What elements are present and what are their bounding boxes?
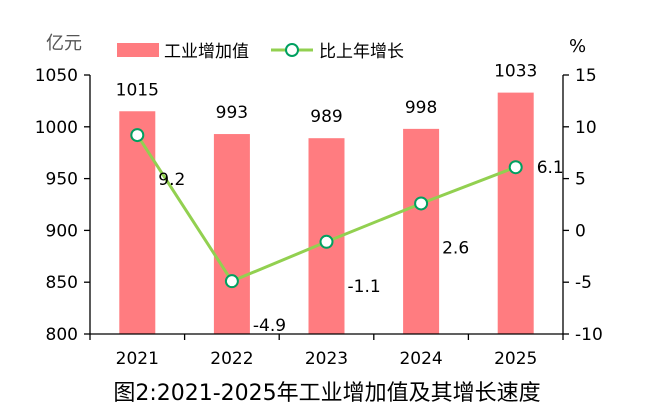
growth-value-label: 9.2	[158, 170, 185, 190]
left-axis-ticks: 800 850 900 950 1000 1050	[35, 66, 90, 345]
legend-line-marker	[285, 43, 299, 57]
chart-caption: 图2:2021-2025年工业增加值及其增长速度	[113, 381, 540, 406]
data-labels: 1015 993 989 998 1033 9.2 -4.9 -1.1 2.6 6.1	[116, 62, 564, 337]
x-axis-ticks: 2021 2022 2023 2024 2025	[89, 334, 564, 369]
legend-bar-label: 工业增加值	[164, 42, 249, 62]
bar-2021	[119, 111, 156, 334]
growth-marker-2023	[319, 234, 334, 249]
right-tick-label: -5	[575, 273, 592, 293]
growth-value-label: -1.1	[348, 277, 381, 297]
growth-value-label: 6.1	[537, 158, 564, 178]
bar-value-label: 993	[216, 103, 248, 123]
left-tick-label: 950	[46, 170, 78, 190]
legend-line-label: 比上年增长	[319, 42, 404, 62]
left-tick-label: 800	[46, 325, 78, 345]
bar-2025	[497, 92, 534, 334]
growth-marker-2022	[224, 274, 239, 289]
bar-2022	[213, 134, 250, 334]
axes	[89, 75, 564, 335]
growth-marker-2024	[414, 196, 429, 211]
line-series	[130, 128, 523, 289]
right-tick-label: 15	[575, 66, 597, 86]
growth-marker-2025	[508, 160, 523, 175]
bar-2024	[403, 128, 440, 334]
right-tick-label: 5	[575, 170, 586, 190]
bar-value-label: 989	[310, 107, 342, 127]
bar-value-label: 1033	[494, 62, 537, 82]
x-tick-label: 2021	[116, 349, 159, 369]
right-axis-unit: %	[569, 36, 586, 57]
x-tick-label: 2022	[210, 349, 253, 369]
x-tick-label: 2025	[494, 349, 537, 369]
legend: 工业增加值 比上年增长	[117, 42, 404, 62]
left-tick-label: 1050	[35, 66, 78, 86]
right-axis-ticks: -10 -5 0 5 10 15	[563, 66, 603, 345]
growth-value-label: -4.9	[253, 316, 286, 336]
legend-bar-swatch	[117, 43, 159, 57]
growth-value-label: 2.6	[442, 238, 469, 258]
left-axis-unit: 亿元	[46, 33, 82, 54]
x-tick-label: 2023	[305, 349, 348, 369]
growth-marker-2021	[130, 128, 145, 143]
left-tick-label: 1000	[35, 118, 78, 138]
right-tick-label: 0	[575, 221, 586, 241]
x-tick-label: 2024	[399, 349, 442, 369]
right-tick-label: -10	[575, 325, 603, 345]
bar-value-label: 998	[405, 98, 437, 118]
left-tick-label: 900	[46, 221, 78, 241]
bar-value-label: 1015	[116, 80, 159, 100]
right-tick-label: 10	[575, 118, 597, 138]
bar-series	[119, 92, 534, 334]
left-tick-label: 850	[46, 273, 78, 293]
